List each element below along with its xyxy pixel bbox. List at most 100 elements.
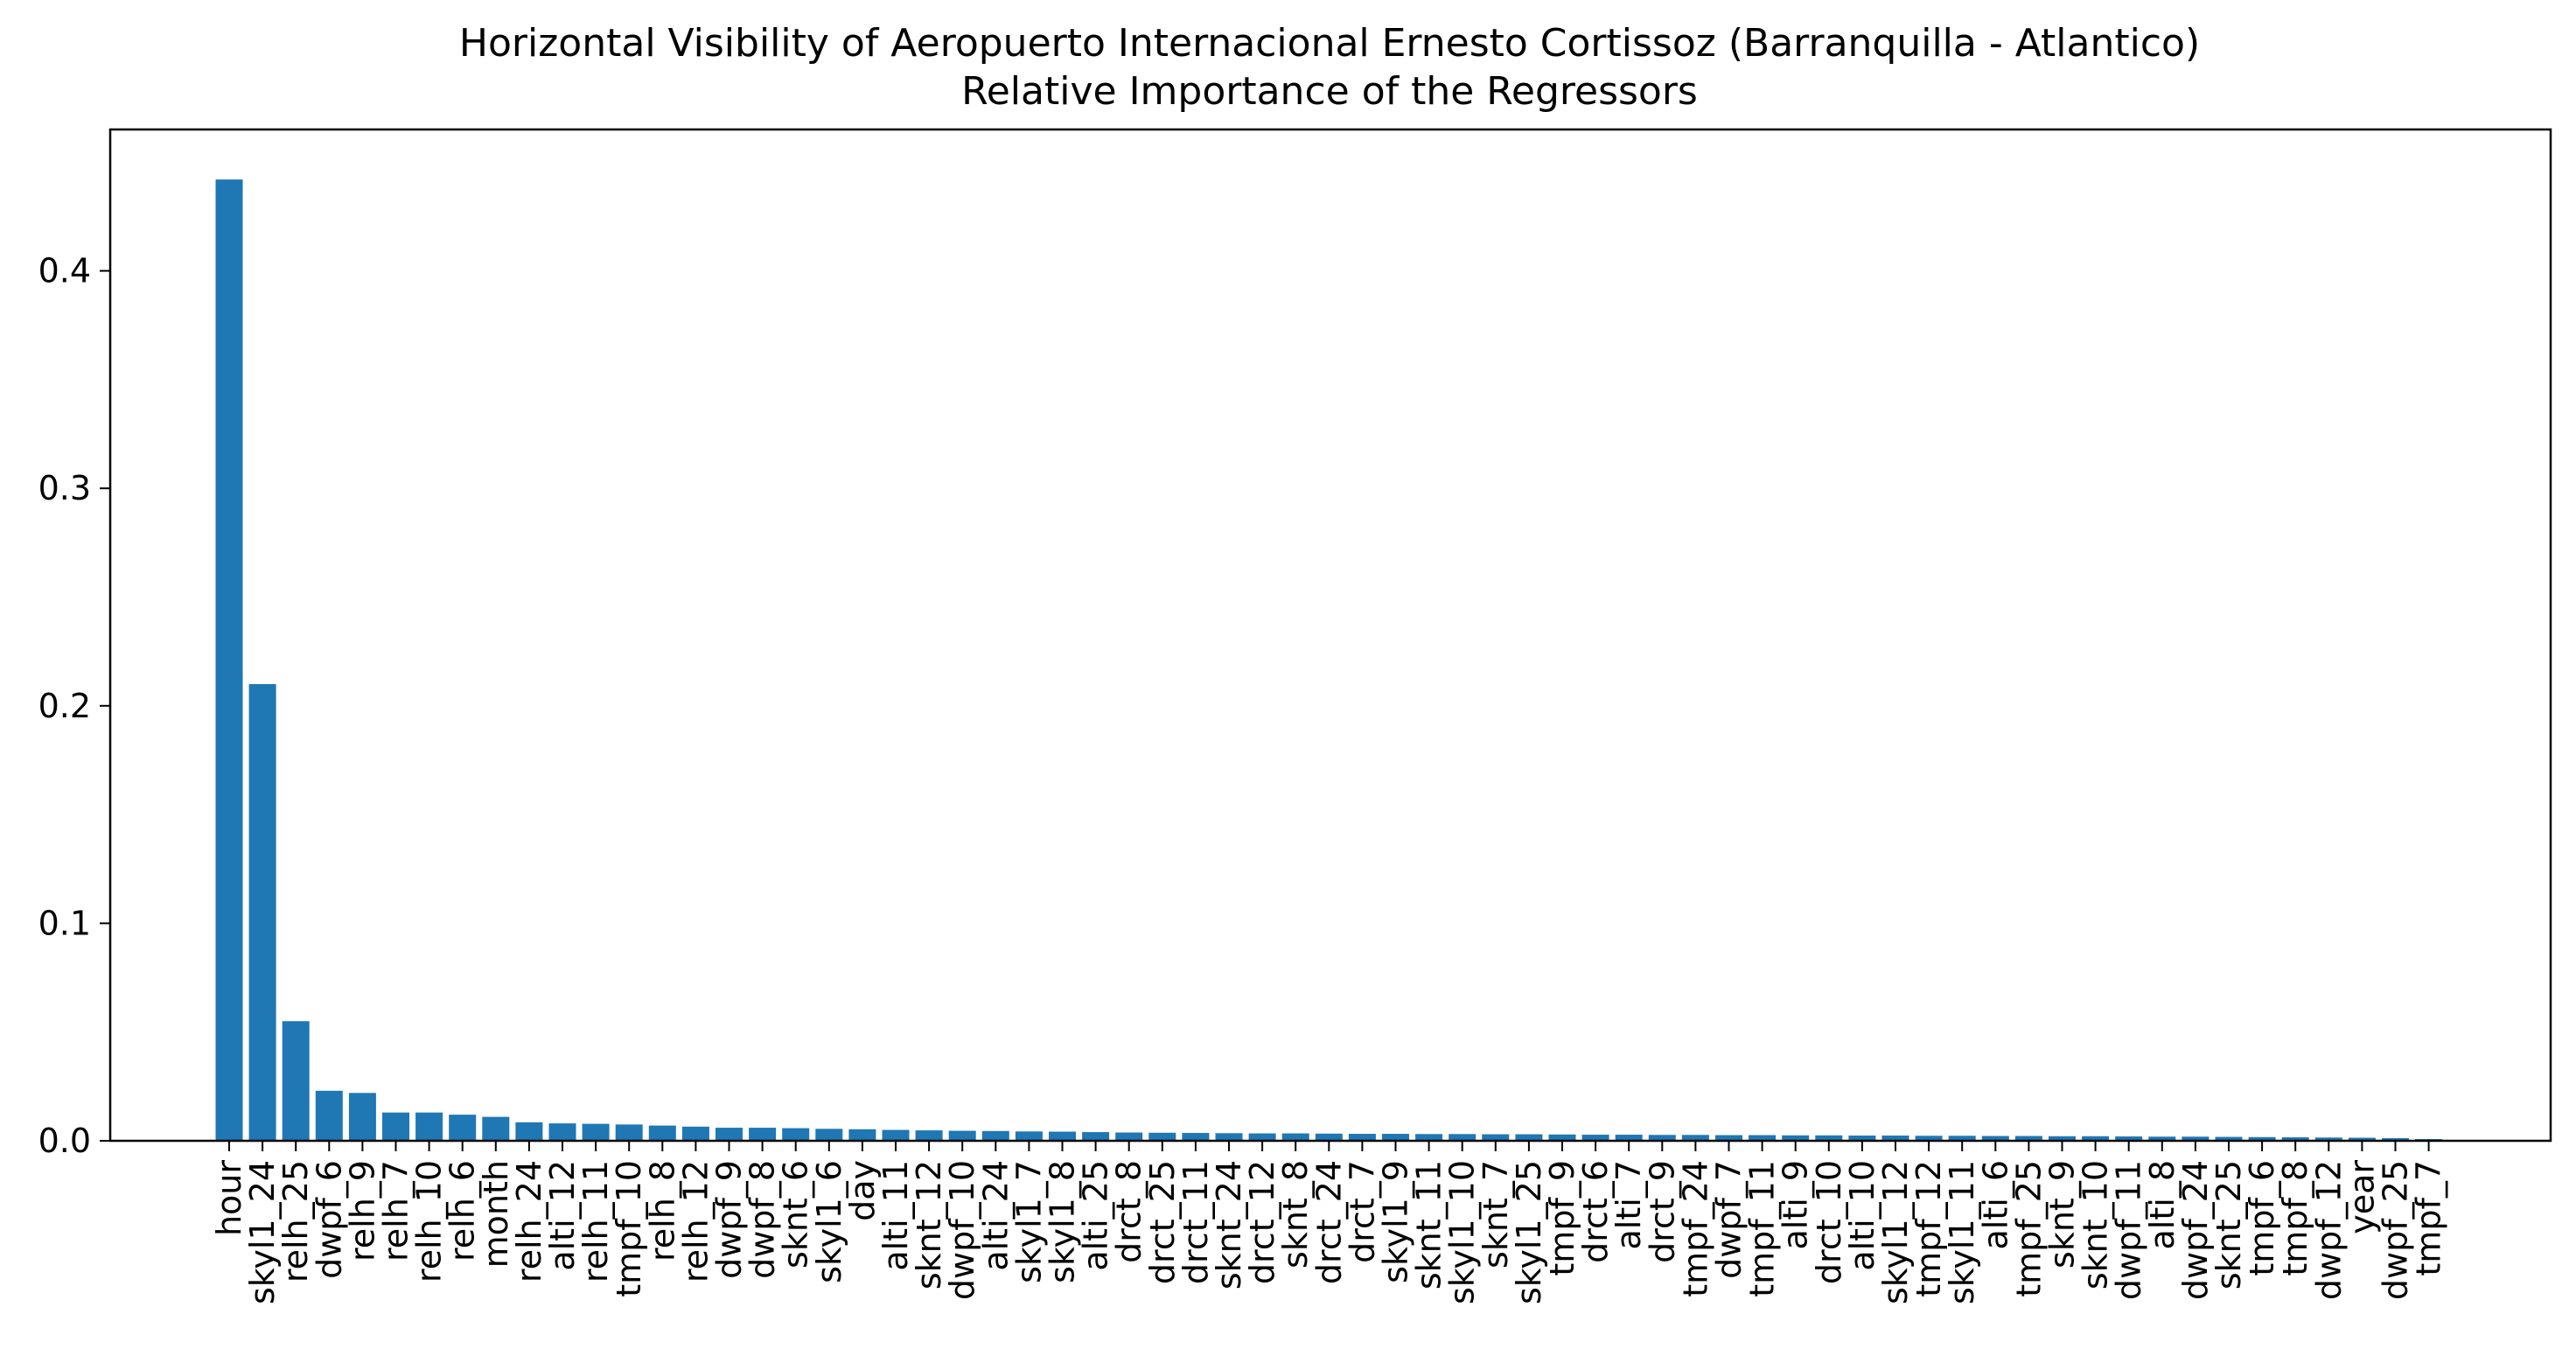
x-tick-label: skyl1_24 (243, 1160, 282, 1304)
bar (1049, 1131, 1076, 1141)
y-axis: 0.0 0.1 0.2 0.3 0.4 (38, 252, 110, 1160)
bar (2348, 1137, 2376, 1141)
bar (1449, 1134, 1476, 1141)
x-tick-label: month (477, 1160, 515, 1268)
x-tick-label: alti_9 (1777, 1160, 1815, 1249)
x-tick-label: sknt_7 (1476, 1160, 1515, 1269)
chart-title: Horizontal Visibility of Aeropuerto Inte… (459, 21, 2200, 66)
bar (2382, 1138, 2409, 1141)
x-tick-label: dwpf_10 (943, 1160, 981, 1300)
bar (1948, 1136, 1976, 1141)
x-tick-label: skyl1_6 (810, 1160, 848, 1283)
bar (648, 1125, 676, 1141)
bar (482, 1116, 510, 1141)
x-tick-label: relh_10 (410, 1160, 449, 1283)
x-tick-label: tmpf_12 (1909, 1160, 1948, 1297)
x-tick-label: relh_25 (276, 1160, 315, 1283)
plot-area-frame (108, 128, 2552, 1143)
x-tick-label: alti_12 (543, 1160, 582, 1271)
y-tick-label: 0.1 (38, 904, 91, 942)
bar (1415, 1134, 1443, 1141)
bar (1315, 1133, 1343, 1141)
bar (1082, 1132, 1110, 1141)
bar (1115, 1132, 1143, 1141)
x-tick-label: skyl1_10 (1443, 1160, 1482, 1304)
bar (981, 1130, 1009, 1141)
x-tick-label: sknt_10 (2077, 1160, 2115, 1290)
bar (1015, 1131, 1043, 1141)
bar (749, 1128, 777, 1141)
x-tick-label: drct_24 (1309, 1160, 1348, 1284)
x-tick-label: dwpf_11 (2110, 1160, 2148, 1300)
x-tick-label: dwpf_6 (310, 1160, 348, 1279)
bar (582, 1123, 610, 1141)
x-tick-label: tmpf_10 (610, 1160, 648, 1297)
x-tick-label: alti_24 (976, 1160, 1015, 1271)
bar (1815, 1135, 1843, 1141)
bar (1348, 1134, 1376, 1141)
bar (1515, 1134, 1543, 1141)
x-tick-label: dwpf_25 (2377, 1160, 2415, 1300)
bar (2148, 1136, 2176, 1141)
bar (1681, 1135, 1709, 1141)
x-tick-label: tmpf_25 (2009, 1160, 2048, 1297)
x-tick-label: alti_7 (1609, 1160, 1648, 1249)
x-tick-label: drct_9 (1643, 1160, 1681, 1263)
bar (1881, 1136, 1909, 1141)
bar (1615, 1135, 1643, 1141)
y-tick-label: 0.2 (38, 687, 91, 725)
x-tick-label: skyl1_7 (1009, 1160, 1048, 1283)
x-tick-label: tmpf_7 (2410, 1160, 2448, 1276)
bar (1482, 1134, 1510, 1141)
x-tick-label: tmpf_8 (2276, 1160, 2314, 1276)
x-tick-label: skyl1_9 (1377, 1160, 1415, 1283)
x-tick-label: relh_24 (510, 1160, 548, 1283)
x-tick-label: skyl1_8 (1044, 1160, 1082, 1283)
bar (548, 1123, 576, 1141)
x-tick-label: sknt_9 (2043, 1160, 2082, 1269)
x-tick-label: day (843, 1160, 882, 1221)
x-tick-label: dwpf_9 (710, 1160, 749, 1279)
x-tick-label: drct_10 (1810, 1160, 1848, 1284)
bar (681, 1126, 709, 1141)
x-tick-label: alti_25 (1077, 1160, 1115, 1271)
bar (615, 1124, 643, 1141)
bar (1581, 1135, 1609, 1141)
chart-subtitle: Relative Importance of the Regressors (961, 69, 1698, 114)
x-tick-label: dwpf_24 (2176, 1160, 2215, 1300)
x-tick-label: relh_7 (377, 1160, 415, 1262)
x-tick-label: tmpf_6 (2243, 1160, 2281, 1276)
bar (515, 1122, 543, 1141)
bar (1715, 1135, 1742, 1141)
x-tick-label: relh_8 (643, 1160, 681, 1262)
bar (282, 1021, 310, 1141)
bar (215, 179, 243, 1142)
x-tick-label: relh_12 (676, 1160, 715, 1283)
bar (2014, 1136, 2042, 1141)
x-tick-label: tmpf_11 (1743, 1160, 1782, 1297)
bar (1248, 1133, 1276, 1141)
bar (2182, 1136, 2209, 1141)
x-tick-label: drct_8 (1110, 1160, 1148, 1263)
bar (348, 1093, 376, 1141)
bar (2215, 1136, 2243, 1141)
y-tick-label: 0.3 (38, 469, 91, 507)
bar (848, 1129, 876, 1141)
bar (1981, 1136, 2009, 1141)
x-tick-label: skyl1_25 (1510, 1160, 1548, 1304)
bar (1749, 1135, 1777, 1141)
x-tick-label: sknt_24 (1210, 1160, 1248, 1290)
x-tick-label: drct_7 (1343, 1160, 1381, 1263)
bar (1148, 1132, 1176, 1141)
x-tick-label: dwpf_12 (2309, 1160, 2348, 1300)
x-tick-label: sknt_25 (2209, 1160, 2248, 1290)
bar (415, 1112, 443, 1141)
bar (1548, 1134, 1576, 1141)
bars-group (215, 179, 2443, 1142)
x-tick-label: alti_8 (2143, 1160, 2182, 1249)
x-tick-label: sknt_11 (1410, 1160, 1449, 1290)
x-tick-label: relh_9 (343, 1160, 381, 1262)
bar (315, 1090, 343, 1141)
